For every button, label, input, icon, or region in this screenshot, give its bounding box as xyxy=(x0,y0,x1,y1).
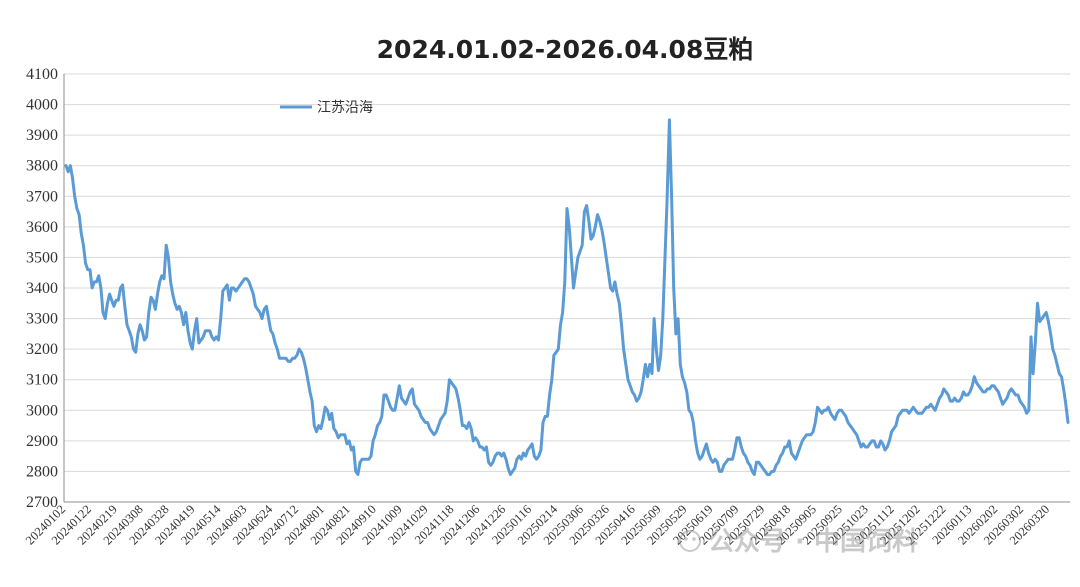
y-tick-label: 3800 xyxy=(26,158,58,175)
legend: 江苏沿海 xyxy=(280,100,373,116)
y-tick-label: 3900 xyxy=(26,127,58,144)
y-tick-label: 3100 xyxy=(26,372,58,389)
gridlines xyxy=(64,73,1070,472)
y-tick-label: 3500 xyxy=(26,249,58,266)
y-tick-label: 3400 xyxy=(26,280,58,297)
y-tick-label: 4000 xyxy=(26,97,58,114)
series-line-0 xyxy=(64,118,1070,476)
y-tick-label: 2800 xyxy=(26,463,58,480)
y-tick-label: 2700 xyxy=(26,494,58,511)
watermark-logo-eye-icon xyxy=(692,537,696,541)
y-tick-label: 4100 xyxy=(26,66,58,83)
watermark: 公众号 · 中国饲料 xyxy=(679,527,918,557)
y-tick-label: 2900 xyxy=(26,433,58,450)
y-tick-label: 3200 xyxy=(26,341,58,358)
y-tick-label: 3600 xyxy=(26,219,58,236)
y-axis-ticks: 2700 2800 2900 3000 3100 3200 3300 3400 3500 3600… xyxy=(26,66,58,511)
watermark-logo-eye-icon xyxy=(684,537,688,541)
legend-label-jiangsu: 江苏沿海 xyxy=(317,100,373,116)
y-tick-label: 3000 xyxy=(26,402,58,419)
y-tick-label: 3300 xyxy=(26,311,58,328)
series-lines xyxy=(64,118,1070,476)
chart-title: 2024.01.02-2026.04.08豆粕 xyxy=(377,35,754,64)
watermark-text: 公众号 · 中国饲料 xyxy=(708,527,918,557)
y-tick-label: 3700 xyxy=(26,188,58,205)
watermark-logo-icon xyxy=(679,530,701,552)
